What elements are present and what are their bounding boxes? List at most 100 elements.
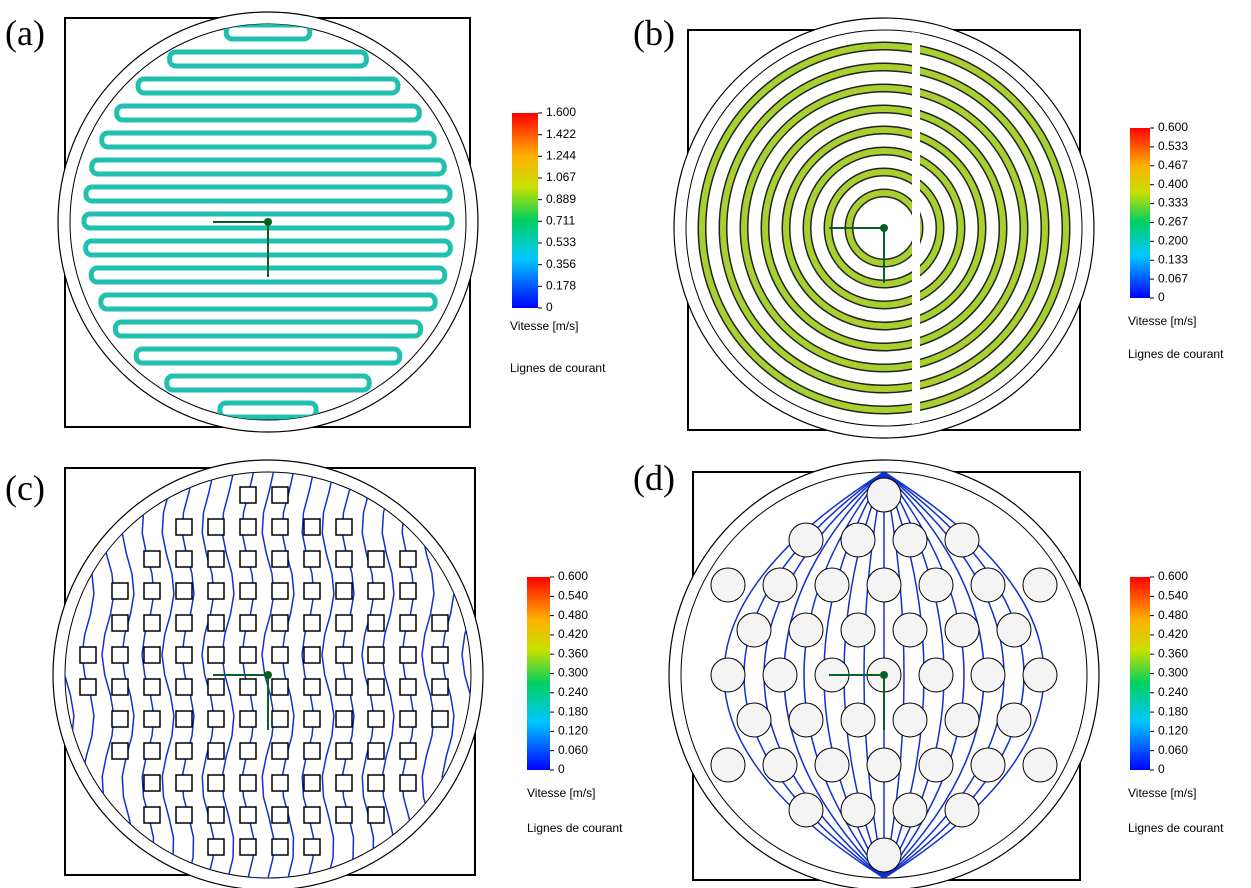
obstacle <box>762 567 798 603</box>
channel <box>699 43 1069 413</box>
obstacle <box>303 838 321 856</box>
obstacle <box>175 806 193 824</box>
colorbar-tick-label: 0.180 <box>558 704 588 718</box>
obstacle <box>175 742 193 760</box>
panel: (b) 0.600 0.533 0.467 0.400 0.333 0.267 0.200 0.… <box>633 13 1224 439</box>
obstacle <box>892 702 928 738</box>
obstacle <box>175 518 193 536</box>
channel <box>223 24 313 42</box>
channel <box>720 64 1048 392</box>
caption: Lignes de courant <box>527 821 623 835</box>
colorbar-tick-label: 0.467 <box>1158 158 1188 172</box>
obstacle <box>207 582 225 600</box>
obstacle <box>892 612 928 648</box>
colorbar-tick-label: 0.400 <box>1158 177 1188 191</box>
colorbar-tick-label: 1.422 <box>546 127 576 141</box>
colorbar-tick-label: 0.360 <box>1158 646 1188 660</box>
caption: Lignes de courant <box>1128 347 1224 361</box>
channel <box>112 319 424 339</box>
obstacle <box>303 614 321 632</box>
obstacle <box>239 550 257 568</box>
obstacle <box>175 678 193 696</box>
obstacle <box>399 550 417 568</box>
axis-origin <box>264 671 272 679</box>
colorbar-tick-label: 0.180 <box>1158 704 1188 718</box>
obstacle <box>431 646 449 664</box>
channel <box>99 130 437 150</box>
panel-label: (d) <box>633 458 675 498</box>
colorbar-title: Vitesse [m/s] <box>527 786 595 800</box>
obstacle <box>367 774 385 792</box>
obstacle <box>111 582 129 600</box>
obstacle <box>996 702 1032 738</box>
obstacle <box>271 550 289 568</box>
obstacle <box>207 614 225 632</box>
colorbar-tick-label: 0.533 <box>1158 139 1188 153</box>
obstacle <box>303 774 321 792</box>
obstacle <box>814 747 850 783</box>
colorbar-tick-label: 0.133 <box>1158 252 1188 266</box>
channel <box>164 373 372 393</box>
obstacle <box>271 614 289 632</box>
channel <box>89 157 447 177</box>
obstacle <box>367 550 385 568</box>
obstacle <box>367 742 385 760</box>
obstacle <box>335 582 353 600</box>
obstacle <box>788 792 824 828</box>
obstacle <box>271 486 289 504</box>
obstacle <box>335 646 353 664</box>
obstacle <box>111 678 129 696</box>
obstacle <box>944 792 980 828</box>
obstacle <box>866 567 902 603</box>
obstacle <box>918 747 954 783</box>
colorbar-tick-label: 0.600 <box>558 569 588 583</box>
colorbar-tick-label: 0.060 <box>1158 743 1188 757</box>
colorbar-tick-label: 0 <box>558 762 565 776</box>
channel <box>783 127 985 329</box>
obstacle <box>175 710 193 728</box>
colorbar-tick-label: 0.300 <box>1158 666 1188 680</box>
obstacle <box>111 710 129 728</box>
obstacle <box>271 582 289 600</box>
streamline <box>292 472 395 878</box>
obstacle <box>207 742 225 760</box>
channel <box>804 148 964 308</box>
channel <box>83 184 453 204</box>
channel <box>114 103 422 123</box>
colorbar-tick-label: 0.420 <box>558 627 588 641</box>
obstacle <box>143 742 161 760</box>
colorbar-tick-label: 0.360 <box>558 646 588 660</box>
panel: (d) 0.600 0.540 0.480 0.420 0.360 0.300 0.240 0.… <box>633 458 1224 888</box>
obstacle <box>1022 747 1058 783</box>
obstacle <box>840 792 876 828</box>
obstacle <box>367 678 385 696</box>
obstacle <box>367 582 385 600</box>
obstacle <box>271 806 289 824</box>
flow-field <box>697 30 1071 426</box>
obstacle <box>143 806 161 824</box>
obstacle <box>271 774 289 792</box>
streamline <box>221 472 260 878</box>
panel-label: (c) <box>5 468 45 508</box>
obstacle <box>79 646 97 664</box>
axis-origin <box>264 218 272 226</box>
obstacle <box>303 582 321 600</box>
colorbar-tick-label: 0.267 <box>1158 215 1188 229</box>
channel <box>762 106 1006 350</box>
colorbar-tick-label: 0.178 <box>546 279 576 293</box>
obstacle <box>710 657 746 693</box>
obstacle <box>143 582 161 600</box>
obstacle <box>303 678 321 696</box>
obstacle <box>239 678 257 696</box>
obstacle <box>271 646 289 664</box>
obstacle <box>944 612 980 648</box>
axis-triad <box>213 221 269 277</box>
obstacle <box>367 614 385 632</box>
obstacle <box>303 550 321 568</box>
obstacle <box>143 614 161 632</box>
colorbar-tick-label: 0.067 <box>1158 271 1188 285</box>
obstacle <box>970 747 1006 783</box>
obstacle <box>399 742 417 760</box>
obstacle <box>1022 567 1058 603</box>
